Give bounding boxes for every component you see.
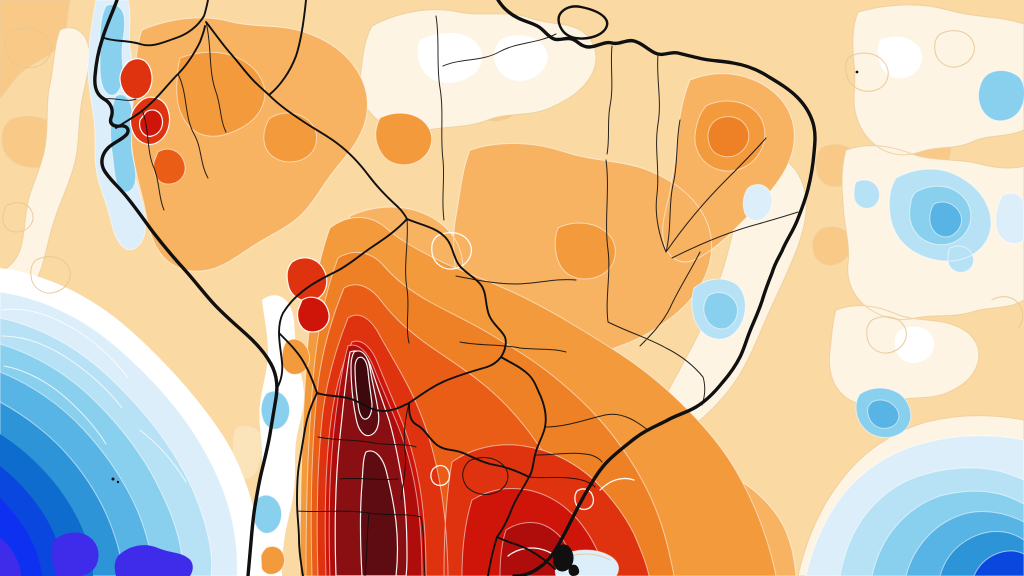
ocean-island-speck — [111, 477, 115, 481]
patos-lagoon — [553, 544, 580, 576]
pacific-cold-pool — [0, 268, 262, 576]
south-atlantic-cold-patch — [805, 435, 1024, 576]
chile-coastal-warm-sliver — [232, 426, 262, 479]
cold-level-9-violet — [0, 532, 193, 576]
state-borders — [103, 15, 799, 576]
atlantic-island-speck — [855, 70, 859, 74]
peru-andes-warm-spot — [153, 148, 186, 185]
atlantic-cyan-patches-core — [867, 201, 962, 429]
atlantic-cyan-patches-mid — [252, 70, 1024, 534]
country-borders — [103, 0, 556, 576]
geography — [93, 0, 859, 576]
atl-cold-level-6 — [973, 550, 1024, 576]
southern-heatwave-stack — [299, 217, 777, 576]
white-contour-cores — [417, 32, 935, 364]
ocean-island-speck — [116, 480, 120, 484]
marajo-island-outline — [557, 5, 609, 40]
white-contours-on-heat-field — [430, 231, 635, 573]
faint-contour-rings — [2, 27, 1024, 561]
ocean-contour-squiggles — [1, 298, 187, 483]
heat-level-9-core — [354, 356, 373, 420]
coastline — [93, 0, 817, 576]
peru-andes-hot-cores — [139, 109, 330, 333]
